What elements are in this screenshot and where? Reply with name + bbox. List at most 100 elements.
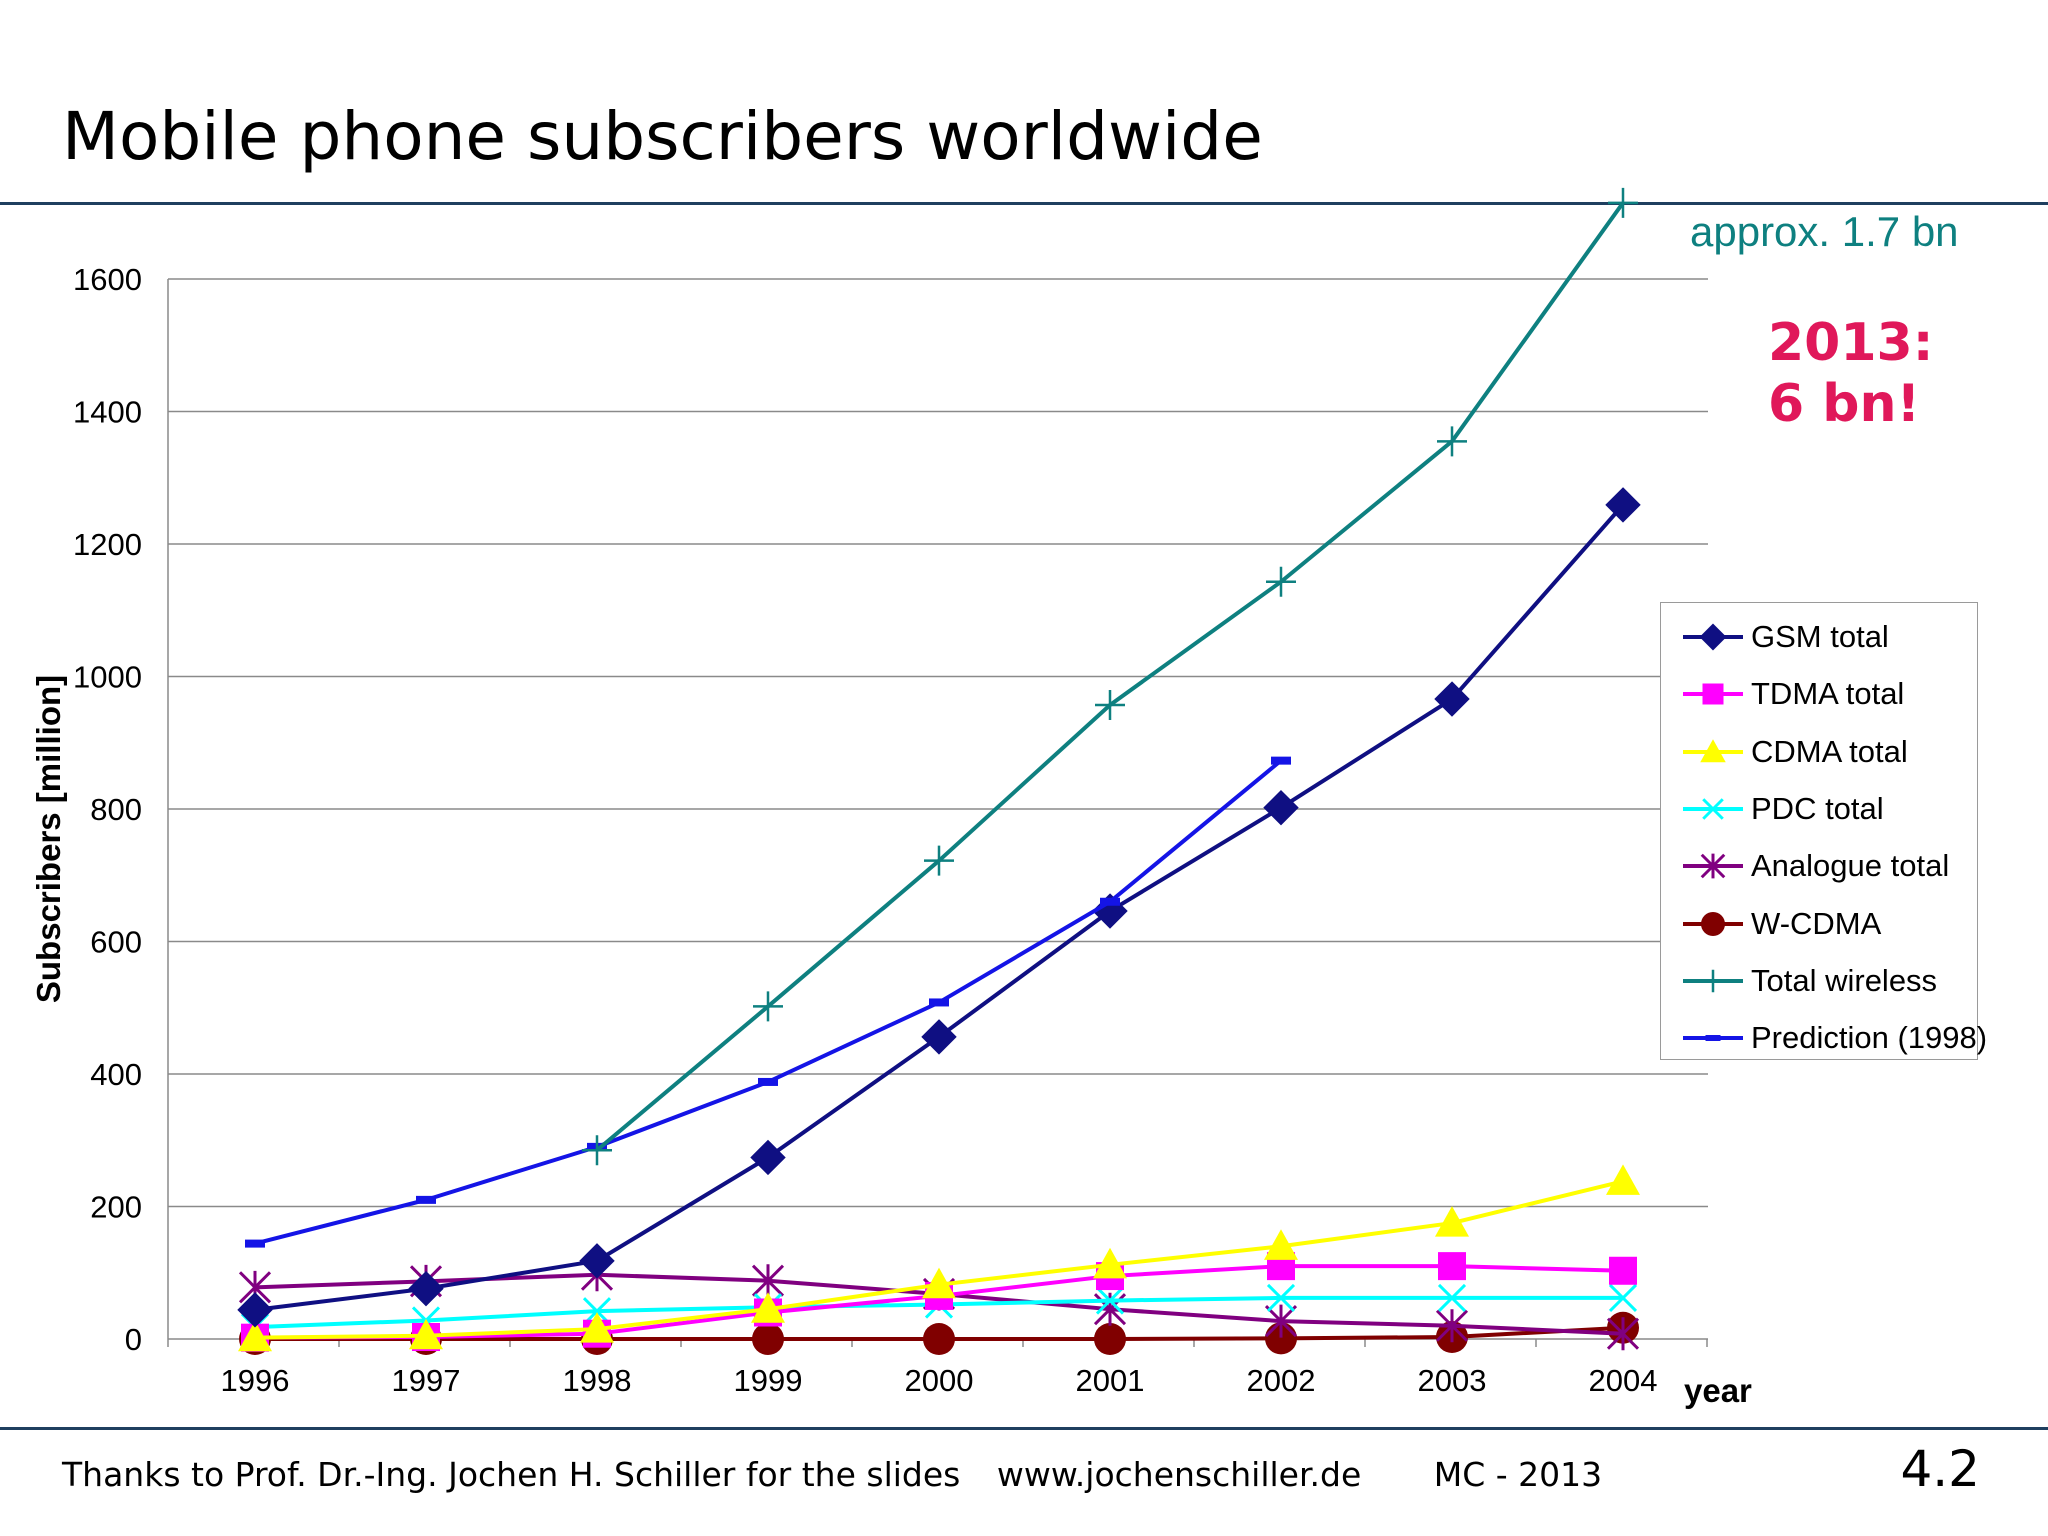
legend-swatch <box>1683 683 1743 705</box>
data-point <box>1699 623 1727 651</box>
legend-swatch <box>1683 1035 1743 1042</box>
footer-divider <box>0 1427 2048 1430</box>
data-point <box>1271 756 1291 765</box>
legend-swatch <box>1683 853 1743 879</box>
legend-item: Prediction (1998) <box>1681 1018 1987 1058</box>
data-point <box>752 1323 784 1355</box>
data-point <box>580 1312 614 1343</box>
x-axis-label: year <box>1684 1372 1752 1409</box>
x-tick-label: 2004 <box>1589 1363 1658 1398</box>
data-point <box>1093 1247 1127 1279</box>
legend-label: GSM total <box>1751 619 1889 654</box>
slide-number: 4.2 <box>1900 1440 1980 1498</box>
data-point <box>1095 689 1125 720</box>
series-total-wireless <box>582 187 1638 1166</box>
data-point <box>1264 1304 1298 1338</box>
data-point <box>1608 187 1638 218</box>
data-point <box>416 1195 436 1204</box>
legend-label: PDC total <box>1751 790 1884 826</box>
data-point <box>1435 1309 1469 1343</box>
data-point <box>923 1323 955 1355</box>
data-point <box>753 991 783 1022</box>
data-point <box>1700 853 1726 879</box>
legend-swatch <box>1683 623 1743 651</box>
series-gsm-total <box>237 487 1641 1328</box>
legend-item: TDMA total <box>1681 674 1904 714</box>
data-point <box>1702 683 1724 705</box>
highlight-line-1: 2013: <box>1768 313 1934 373</box>
data-point <box>579 1243 615 1279</box>
legend-item: Analogue total <box>1681 846 1949 886</box>
footer-link[interactable]: www.jochenschiller.de <box>996 1455 1362 1494</box>
y-tick-label: 0 <box>125 1322 142 1357</box>
y-tick-label: 600 <box>90 925 142 960</box>
chart-legend: GSM total TDMA total CDMA total PDC total An… <box>1660 602 1987 1060</box>
data-point <box>245 1239 265 1248</box>
legend-label: Prediction (1998) <box>1751 1020 1988 1056</box>
legend-swatch <box>1683 969 1743 993</box>
data-point <box>1701 911 1725 936</box>
data-point <box>1094 1323 1126 1355</box>
data-point <box>1700 738 1726 762</box>
legend-item: CDMA total <box>1681 732 1908 772</box>
slide-title: Mobile phone subscribers worldwide <box>62 98 1263 175</box>
data-point <box>409 1318 443 1350</box>
x-tick-label: 1997 <box>392 1363 461 1398</box>
y-tick-label: 1200 <box>73 527 142 562</box>
x-tick-label: 2000 <box>905 1363 974 1398</box>
data-point <box>1608 1283 1638 1312</box>
data-point <box>924 845 954 876</box>
data-point <box>1437 1283 1467 1312</box>
data-point <box>921 1019 957 1055</box>
data-point <box>1605 487 1641 523</box>
legend-label: TDMA total <box>1751 676 1905 712</box>
data-point <box>1606 1317 1640 1351</box>
x-tick-label: 2001 <box>1076 1363 1145 1398</box>
data-point <box>1095 1286 1125 1315</box>
highlight-annotation: 2013: 6 bn! <box>1768 313 1934 435</box>
legend-label: W-CDMA <box>1751 905 1882 941</box>
data-point <box>1438 1252 1466 1281</box>
data-point <box>1266 1283 1296 1312</box>
legend-swatch <box>1683 911 1743 936</box>
legend-label: Total wireless <box>1751 962 1938 998</box>
footer-credit: Thanks to Prof. Dr.-Ing. Jochen H. Schil… <box>62 1455 961 1494</box>
data-point <box>1437 426 1467 457</box>
x-tick-label: 2003 <box>1418 1363 1487 1398</box>
data-point <box>1266 566 1296 597</box>
data-point <box>929 998 949 1007</box>
x-tick-label: 2002 <box>1247 1363 1316 1398</box>
y-tick-label: 1600 <box>73 262 142 297</box>
data-point <box>1264 1229 1298 1260</box>
data-point <box>1435 1206 1469 1237</box>
y-tick-label: 1000 <box>73 660 142 695</box>
y-tick-label: 800 <box>90 792 142 827</box>
y-tick-label: 400 <box>90 1057 142 1092</box>
legend-item: W-CDMA <box>1681 904 1881 944</box>
legend-label: CDMA total <box>1751 733 1908 769</box>
data-point <box>238 1320 272 1352</box>
data-point <box>751 1264 785 1298</box>
data-point <box>750 1139 786 1176</box>
data-point <box>758 1077 778 1086</box>
data-point <box>1609 1256 1637 1285</box>
approx-annotation: approx. 1.7 bn <box>1690 208 1959 255</box>
data-point <box>1263 789 1299 826</box>
data-point <box>1100 897 1120 906</box>
legend-item: Total wireless <box>1681 961 1937 1001</box>
y-axis-label: Subscribers [million] <box>30 675 67 1003</box>
data-point <box>237 1292 273 1328</box>
data-point <box>1702 798 1724 820</box>
legend-label: Analogue total <box>1751 848 1950 884</box>
x-tick-label: 1999 <box>734 1363 803 1398</box>
series-cdma-total <box>238 1164 1640 1352</box>
data-point <box>751 1292 785 1323</box>
data-point <box>1701 969 1725 993</box>
data-point <box>922 1267 956 1299</box>
x-tick-label: 1998 <box>563 1363 632 1398</box>
data-point <box>582 1135 612 1166</box>
legend-item: GSM total <box>1681 617 1889 657</box>
series-line <box>254 1179 1624 1340</box>
y-tick-label: 1400 <box>73 395 142 430</box>
